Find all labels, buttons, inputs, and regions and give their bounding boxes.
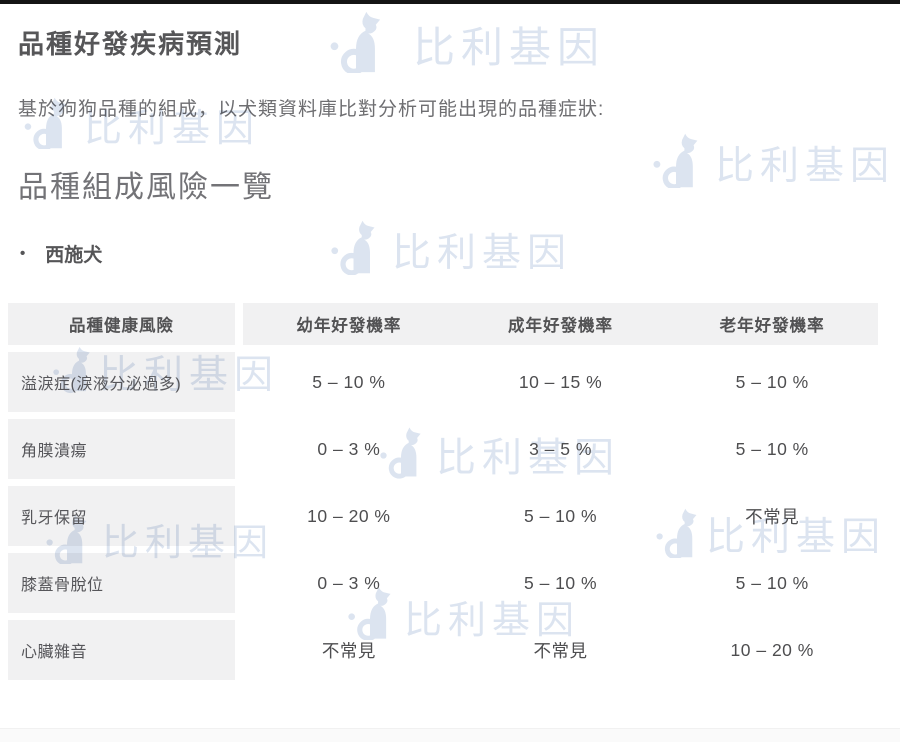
risk-table: 品種健康風險 幼年好發機率 成年好發機率 老年好發機率 溢淚症(淚液分泌過多) — [8, 303, 878, 687]
dog-logo-icon — [327, 11, 385, 73]
row-name-cell: 心臟雜音 — [8, 620, 235, 680]
header-cell-senior: 老年好發機率 — [666, 303, 878, 345]
page-title: 品種好發疾病預測 — [18, 29, 243, 59]
watermark-text: 比利基因 — [392, 232, 573, 275]
disease-name: 角膜潰瘍 — [21, 443, 88, 460]
probability-value: 3 – 5 % — [529, 438, 592, 459]
value-cell: 10 – 20 % — [666, 620, 878, 680]
value-cell: 0 – 3 % — [243, 553, 455, 613]
top-bar — [0, 0, 900, 4]
probability-value: 5 – 10 % — [523, 572, 598, 593]
header-label: 品種健康風險 — [69, 317, 174, 335]
value-cell: 10 – 20 % — [243, 486, 455, 546]
watermark: 比利基因 — [331, 219, 572, 275]
probability-value: 不常見 — [321, 640, 376, 661]
section-title: 品種組成風險一覽 — [18, 171, 274, 204]
table-row: 乳牙保留 10 – 20 % 5 – 10 % 不常見 — [8, 486, 878, 546]
column-gap — [235, 303, 243, 345]
probability-value: 10 – 15 % — [518, 371, 603, 392]
value-cell: 不常見 — [455, 620, 667, 680]
table-row: 溢淚症(淚液分泌過多) 5 – 10 % 10 – 15 % 5 – 10 % — [8, 352, 878, 412]
disease-name: 溢淚症(淚液分泌過多) — [21, 376, 182, 393]
header-label: 幼年好發機率 — [296, 317, 402, 335]
value-cell: 5 – 10 % — [243, 352, 455, 412]
row-name-cell: 乳牙保留 — [8, 486, 235, 546]
bullet-dot: • — [20, 245, 26, 262]
column-gap — [235, 419, 243, 479]
header-cell-adult: 成年好發機率 — [455, 303, 667, 345]
value-cell: 不常見 — [666, 486, 878, 546]
row-name-cell: 溢淚症(淚液分泌過多) — [8, 352, 235, 412]
disease-name: 心臟雜音 — [21, 644, 88, 661]
watermark-text: 比利基因 — [413, 24, 606, 71]
header-cell-young: 幼年好發機率 — [243, 303, 455, 345]
value-cell: 5 – 10 % — [666, 352, 878, 412]
header-cell-risk: 品種健康風險 — [8, 303, 235, 345]
column-gap — [235, 553, 243, 613]
value-cell: 5 – 10 % — [455, 553, 667, 613]
value-cell: 5 – 10 % — [455, 486, 667, 546]
probability-value: 不常見 — [745, 506, 800, 527]
column-gap — [235, 620, 243, 680]
value-cell: 5 – 10 % — [666, 419, 878, 479]
watermark-text: 比利基因 — [715, 145, 896, 188]
value-cell: 0 – 3 % — [243, 419, 455, 479]
value-cell: 3 – 5 % — [455, 419, 667, 479]
value-cell: 5 – 10 % — [666, 553, 878, 613]
breed-name: 西施犬 — [45, 245, 103, 266]
probability-value: 5 – 10 % — [523, 505, 598, 526]
breed-list-item: • 西施犬 — [20, 240, 102, 267]
column-gap — [235, 486, 243, 546]
probability-value: 5 – 10 % — [312, 371, 386, 392]
dog-logo-icon — [331, 219, 376, 275]
column-gap — [235, 352, 243, 412]
probability-value: 10 – 20 % — [307, 505, 391, 526]
probability-value: 0 – 3 % — [317, 438, 381, 459]
disease-name: 膝蓋骨脫位 — [21, 577, 104, 594]
row-name-cell: 膝蓋骨脫位 — [8, 553, 235, 613]
bottom-strip — [0, 728, 900, 742]
probability-value: 0 – 3 % — [317, 572, 381, 593]
probability-value: 5 – 10 % — [735, 371, 809, 392]
dog-logo-icon — [653, 133, 699, 188]
probability-value: 5 – 10 % — [735, 572, 809, 593]
probability-value: 不常見 — [533, 640, 588, 661]
probability-value: 10 – 20 % — [730, 639, 814, 660]
page-subtitle: 基於狗狗品種的組成，以犬類資料庫比對分析可能出現的品種症狀: — [18, 99, 605, 120]
header-label: 成年好發機率 — [508, 317, 613, 335]
table-row: 膝蓋骨脫位 0 – 3 % 5 – 10 % 5 – 10 % — [8, 553, 878, 613]
value-cell: 不常見 — [243, 620, 455, 680]
value-cell: 10 – 15 % — [455, 352, 667, 412]
watermark: 比利基因 — [653, 133, 895, 188]
table-row: 心臟雜音 不常見 不常見 10 – 20 % — [8, 620, 878, 680]
disease-name: 乳牙保留 — [21, 510, 88, 527]
probability-value: 5 – 10 % — [735, 438, 809, 459]
header-label: 老年好發機率 — [719, 317, 825, 335]
row-name-cell: 角膜潰瘍 — [8, 419, 235, 479]
watermark: 比利基因 — [327, 11, 605, 73]
table-header-row: 品種健康風險 幼年好發機率 成年好發機率 老年好發機率 — [8, 303, 878, 345]
table-row: 角膜潰瘍 0 – 3 % 3 – 5 % 5 – 10 % — [8, 419, 878, 479]
